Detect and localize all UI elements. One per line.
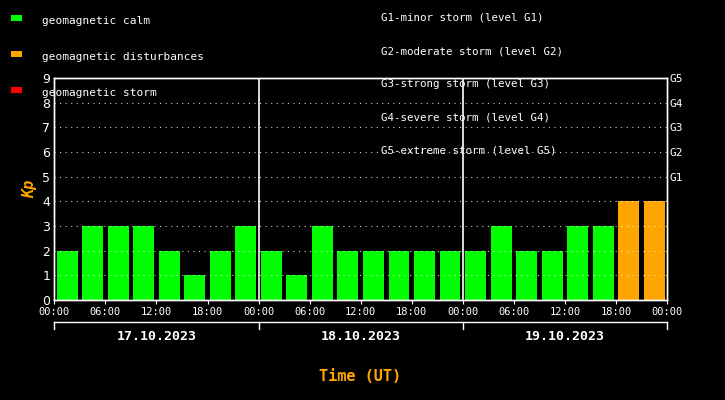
Bar xyxy=(491,226,512,300)
Text: G4-severe storm (level G4): G4-severe storm (level G4) xyxy=(381,112,550,122)
Bar xyxy=(439,251,460,300)
Bar xyxy=(465,251,486,300)
Text: geomagnetic disturbances: geomagnetic disturbances xyxy=(42,52,204,62)
Bar xyxy=(57,251,78,300)
Text: G1-minor storm (level G1): G1-minor storm (level G1) xyxy=(381,13,543,23)
Bar xyxy=(82,226,103,300)
Bar xyxy=(312,226,333,300)
Text: G3-strong storm (level G3): G3-strong storm (level G3) xyxy=(381,79,550,89)
Text: geomagnetic calm: geomagnetic calm xyxy=(42,16,150,26)
Bar xyxy=(593,226,613,300)
Text: Time (UT): Time (UT) xyxy=(319,369,402,384)
Bar xyxy=(236,226,256,300)
Bar xyxy=(618,201,639,300)
Text: G2-moderate storm (level G2): G2-moderate storm (level G2) xyxy=(381,46,563,56)
Bar xyxy=(644,201,665,300)
Bar xyxy=(389,251,410,300)
Text: 19.10.2023: 19.10.2023 xyxy=(525,330,605,343)
Bar xyxy=(286,275,307,300)
Text: 17.10.2023: 17.10.2023 xyxy=(117,330,196,343)
Bar xyxy=(159,251,180,300)
Bar xyxy=(210,251,231,300)
Bar xyxy=(261,251,282,300)
Bar xyxy=(414,251,435,300)
Bar xyxy=(184,275,205,300)
Bar xyxy=(337,251,358,300)
Bar xyxy=(108,226,128,300)
Bar xyxy=(542,251,563,300)
Text: G5-extreme storm (level G5): G5-extreme storm (level G5) xyxy=(381,146,556,156)
Text: geomagnetic storm: geomagnetic storm xyxy=(42,88,157,98)
Bar xyxy=(363,251,384,300)
Bar xyxy=(567,226,588,300)
Bar xyxy=(516,251,537,300)
Bar xyxy=(133,226,154,300)
Text: 18.10.2023: 18.10.2023 xyxy=(320,330,401,343)
Y-axis label: Kp: Kp xyxy=(22,180,37,198)
